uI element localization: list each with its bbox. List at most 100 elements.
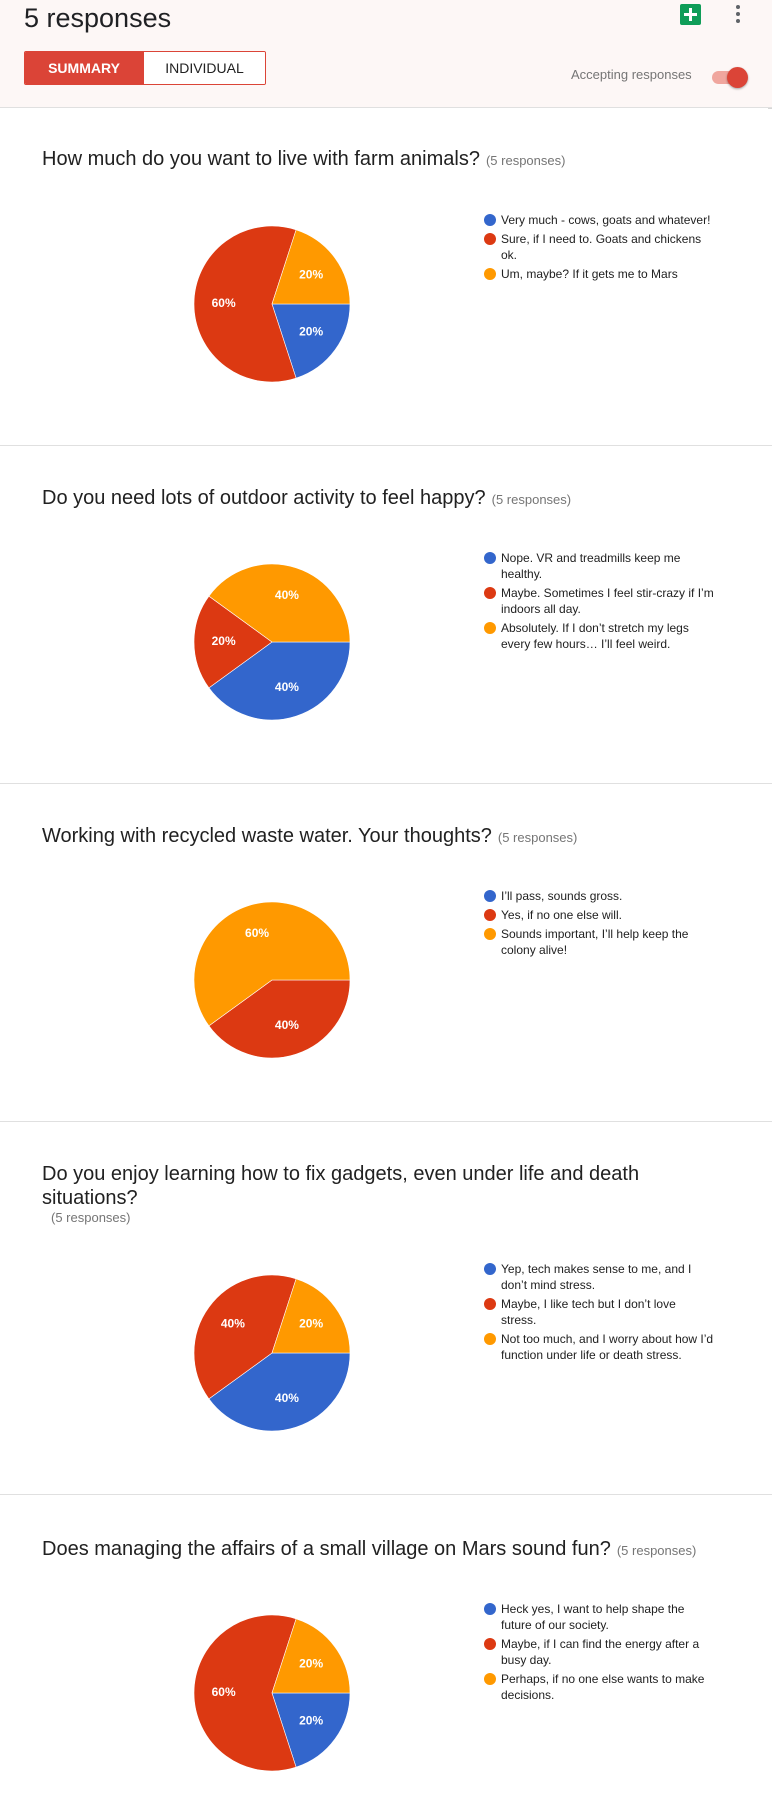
toggle-knob bbox=[727, 67, 748, 88]
pie-slice[interactable] bbox=[193, 1274, 297, 1400]
slice-percent-label: 60% bbox=[212, 296, 236, 310]
slice-percent-label: 20% bbox=[299, 1657, 323, 1671]
slice-percent-label: 40% bbox=[275, 1391, 299, 1405]
accepting-responses-label: Accepting responses bbox=[571, 67, 692, 82]
legend-swatch bbox=[484, 622, 496, 634]
legend-swatch bbox=[484, 233, 496, 245]
legend-swatch bbox=[484, 1638, 496, 1650]
pie-slice[interactable] bbox=[193, 1614, 297, 1772]
legend-swatch bbox=[484, 909, 496, 921]
section-divider bbox=[0, 445, 772, 446]
slice-percent-label: 40% bbox=[275, 588, 299, 602]
legend-label: Um, maybe? If it gets me to Mars bbox=[501, 267, 678, 281]
accepting-responses-toggle[interactable] bbox=[710, 67, 748, 88]
legend-label: Sounds important, I’ll help keep the col… bbox=[501, 927, 689, 957]
pie-slice[interactable] bbox=[193, 225, 297, 383]
chart-legend: Yep, tech makes sense to me, and I don’t… bbox=[484, 1261, 714, 1366]
pie-slice[interactable] bbox=[208, 1352, 351, 1432]
legend-label: Nope. VR and treadmills keep me healthy. bbox=[501, 551, 681, 581]
pie-slice[interactable] bbox=[271, 229, 351, 305]
section-divider bbox=[0, 783, 772, 784]
legend-item: Sounds important, I’ll help keep the col… bbox=[484, 926, 714, 958]
legend-label: Perhaps, if no one else wants to make de… bbox=[501, 1672, 705, 1702]
legend-label: Absolutely. If I don’t stretch my legs e… bbox=[501, 621, 689, 651]
question-title: How much do you want to live with farm a… bbox=[42, 147, 565, 173]
legend-label: Yep, tech makes sense to me, and I don’t… bbox=[501, 1262, 692, 1292]
question-card: Do you need lots of outdoor activity to … bbox=[0, 446, 772, 783]
pie-slice[interactable] bbox=[271, 1618, 351, 1694]
question-title: Do you need lots of outdoor activity to … bbox=[42, 486, 571, 512]
pie-slice[interactable] bbox=[271, 1692, 351, 1768]
question-text: Does managing the affairs of a small vil… bbox=[42, 1538, 611, 1560]
question-text: Working with recycled waste water. Your … bbox=[42, 825, 492, 847]
pie-chart: 40% 60% bbox=[193, 901, 351, 1059]
legend-swatch bbox=[484, 552, 496, 564]
legend-item: Sure, if I need to. Goats and chickens o… bbox=[484, 231, 714, 263]
legend-item: Um, maybe? If it gets me to Mars bbox=[484, 266, 714, 282]
pie-chart: 20% 60% 20% bbox=[193, 1614, 351, 1772]
pie-chart: 40% 40% 20% bbox=[193, 1274, 351, 1432]
slice-percent-label: 20% bbox=[299, 268, 323, 282]
legend-swatch bbox=[484, 268, 496, 280]
slice-percent-label: 20% bbox=[299, 325, 323, 339]
slice-percent-label: 20% bbox=[299, 1714, 323, 1728]
legend-swatch bbox=[484, 1673, 496, 1685]
question-title: Do you enjoy learning how to fix gadgets… bbox=[42, 1163, 640, 1209]
chart-legend: Very much - cows, goats and whatever! Su… bbox=[484, 212, 714, 285]
tab-summary[interactable]: SUMMARY bbox=[25, 52, 143, 84]
legend-label: Heck yes, I want to help shape the futur… bbox=[501, 1602, 685, 1632]
pie-slice[interactable] bbox=[208, 563, 351, 643]
slice-percent-label: 60% bbox=[212, 1685, 236, 1699]
slice-percent-label: 60% bbox=[245, 926, 269, 940]
legend-item: Perhaps, if no one else wants to make de… bbox=[484, 1671, 714, 1703]
more-vert-icon[interactable] bbox=[731, 4, 745, 26]
legend-swatch bbox=[484, 928, 496, 940]
question-title: Does managing the affairs of a small vil… bbox=[42, 1537, 696, 1563]
slice-percent-label: 40% bbox=[221, 1317, 245, 1331]
legend-label: Sure, if I need to. Goats and chickens o… bbox=[501, 232, 702, 262]
legend-swatch bbox=[484, 1298, 496, 1310]
question-card: How much do you want to live with farm a… bbox=[0, 109, 772, 445]
slice-percent-label: 40% bbox=[275, 1018, 299, 1032]
pie-slice[interactable] bbox=[193, 901, 351, 1027]
legend-item: Heck yes, I want to help shape the futur… bbox=[484, 1601, 714, 1633]
section-divider bbox=[0, 1121, 772, 1122]
pie-slice[interactable] bbox=[193, 595, 273, 689]
slice-percent-label: 20% bbox=[212, 634, 236, 648]
legend-item: Maybe. Sometimes I feel stir-crazy if I’… bbox=[484, 585, 714, 617]
tab-individual[interactable]: INDIVIDUAL bbox=[143, 52, 265, 84]
legend-item: Yes, if no one else will. bbox=[484, 907, 714, 923]
question-card: Does managing the affairs of a small vil… bbox=[0, 1495, 772, 1819]
legend-item: Very much - cows, goats and whatever! bbox=[484, 212, 714, 228]
legend-swatch bbox=[484, 587, 496, 599]
section-divider bbox=[0, 1494, 772, 1495]
pie-slice[interactable] bbox=[271, 303, 351, 379]
question-text: Do you need lots of outdoor activity to … bbox=[42, 487, 486, 509]
sheets-icon[interactable] bbox=[680, 4, 701, 25]
summary-header: 5 responses SUMMARY INDIVIDUAL Accepting… bbox=[0, 0, 772, 108]
legend-swatch bbox=[484, 1263, 496, 1275]
response-count: (5 responses) bbox=[51, 1210, 131, 1225]
pie-slice[interactable] bbox=[208, 641, 351, 721]
pie-slice[interactable] bbox=[208, 979, 351, 1059]
legend-label: Very much - cows, goats and whatever! bbox=[501, 213, 711, 227]
question-card: Working with recycled waste water. Your … bbox=[0, 784, 772, 1121]
question-card: Do you enjoy learning how to fix gadgets… bbox=[0, 1122, 772, 1494]
pie-slice[interactable] bbox=[271, 1278, 351, 1354]
legend-label: Yes, if no one else will. bbox=[501, 908, 622, 922]
legend-item: Absolutely. If I don’t stretch my legs e… bbox=[484, 620, 714, 652]
legend-label: Not too much, and I worry about how I’d … bbox=[501, 1332, 714, 1362]
question-text: How much do you want to live with farm a… bbox=[42, 148, 480, 170]
legend-item: Maybe, if I can find the energy after a … bbox=[484, 1636, 714, 1668]
legend-label: Maybe, if I can find the energy after a … bbox=[501, 1637, 700, 1667]
chart-legend: Nope. VR and treadmills keep me healthy.… bbox=[484, 550, 714, 655]
chart-legend: Heck yes, I want to help shape the futur… bbox=[484, 1601, 714, 1706]
slice-percent-label: 20% bbox=[299, 1317, 323, 1331]
chart-legend: I’ll pass, sounds gross. Yes, if no one … bbox=[484, 888, 714, 961]
legend-swatch bbox=[484, 1333, 496, 1345]
response-count-title: 5 responses bbox=[24, 3, 172, 33]
response-count: (5 responses) bbox=[491, 492, 572, 507]
legend-item: Not too much, and I worry about how I’d … bbox=[484, 1331, 714, 1363]
response-count: (5 responses) bbox=[497, 830, 578, 845]
legend-label: Maybe. Sometimes I feel stir-crazy if I’… bbox=[501, 586, 714, 616]
